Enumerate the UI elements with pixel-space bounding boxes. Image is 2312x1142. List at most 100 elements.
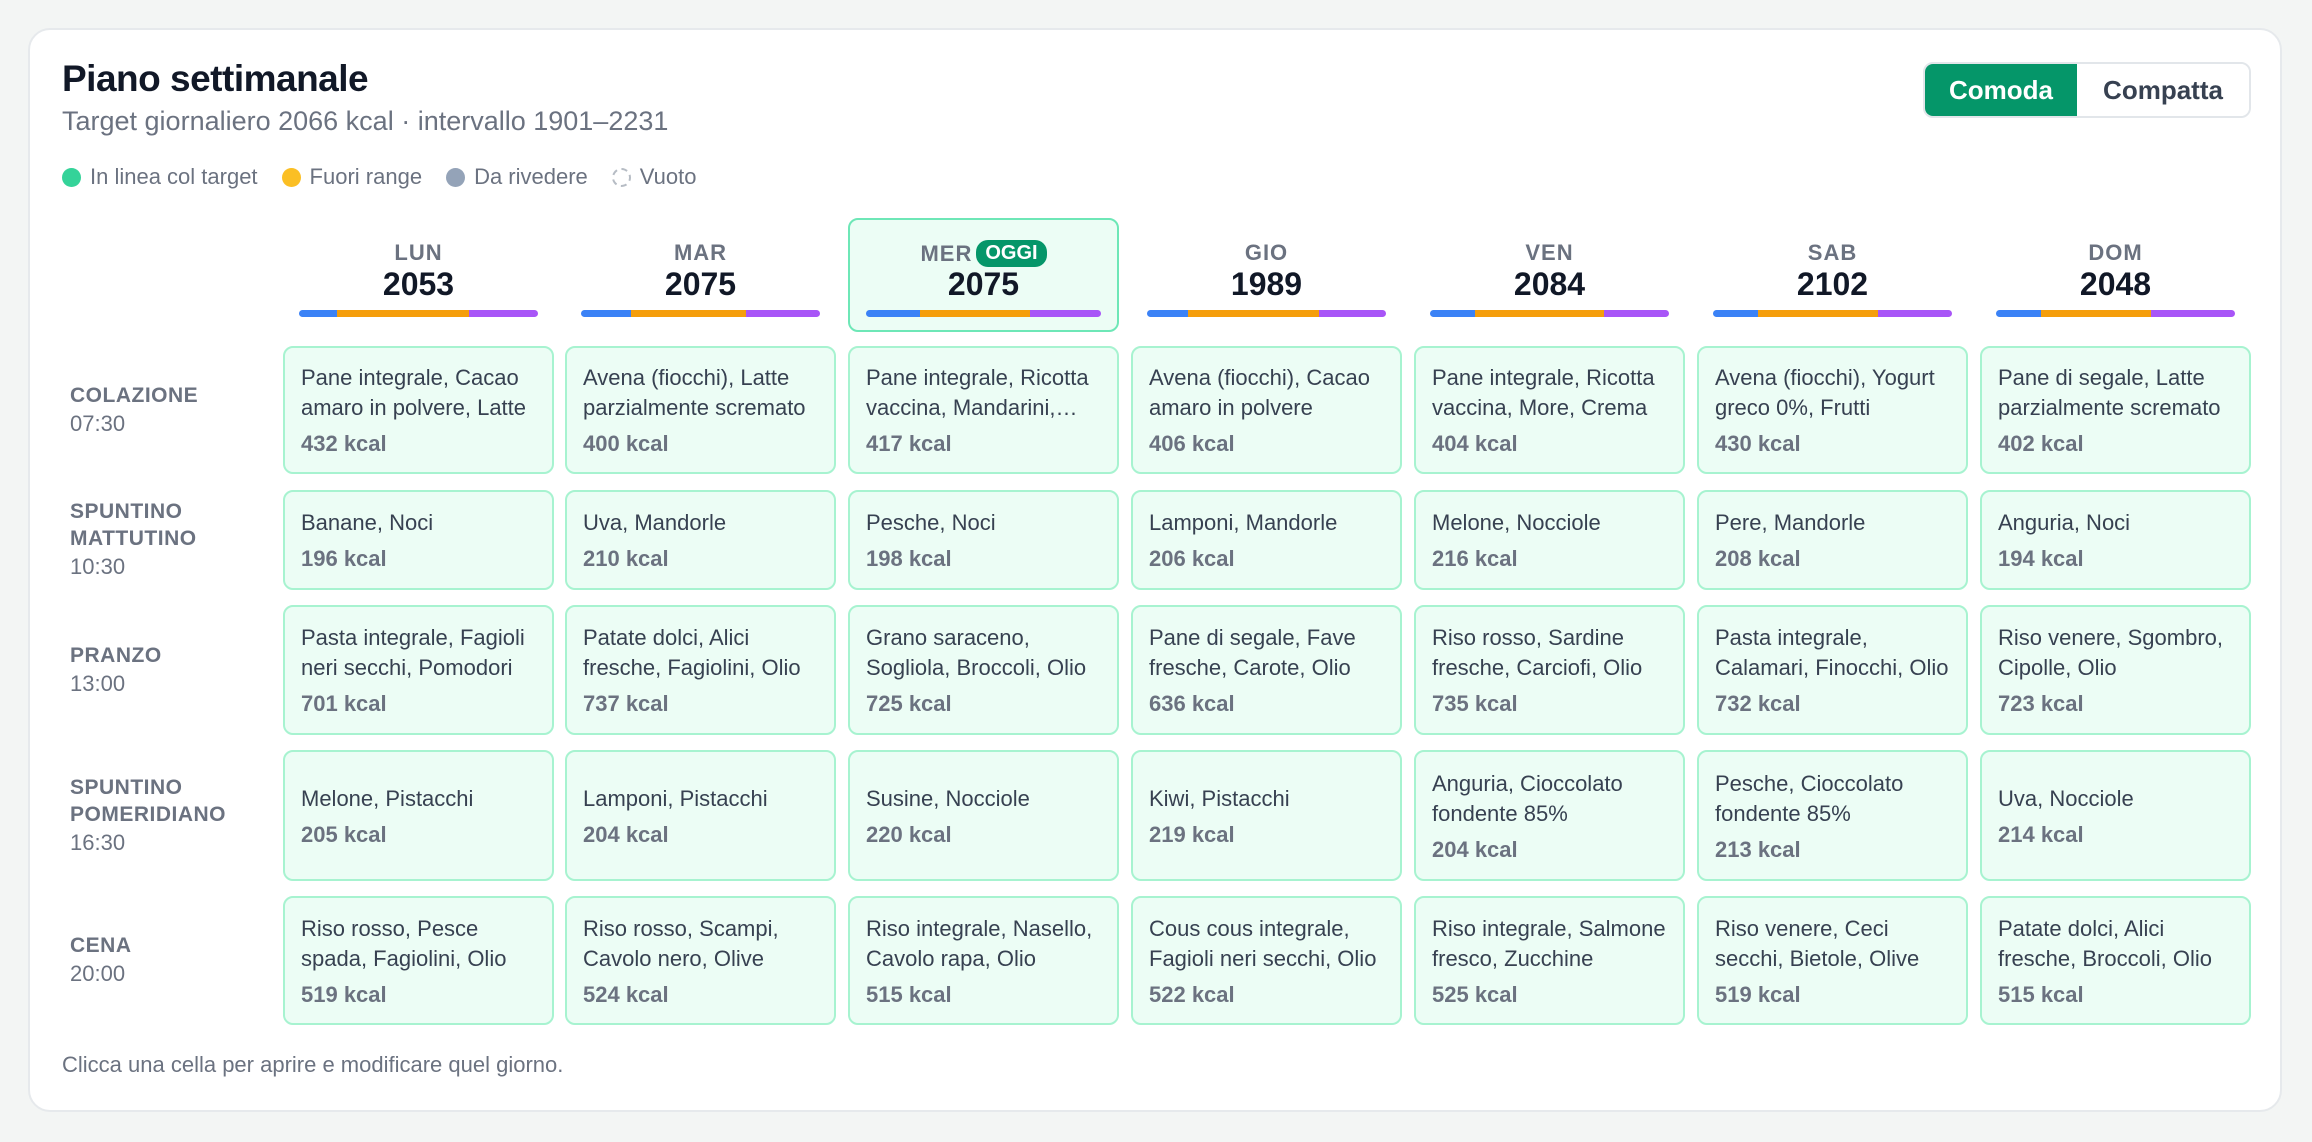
- macro-segment: [299, 310, 338, 317]
- macro-bar: [1430, 310, 1669, 317]
- day-total-kcal: 2053: [382, 266, 455, 302]
- macro-segment: [1713, 310, 1759, 317]
- meal-cell[interactable]: Pesche, Noci 198 kcal: [848, 490, 1119, 590]
- meal-cell[interactable]: Lamponi, Pistacchi 204 kcal: [565, 750, 836, 881]
- meal-cell[interactable]: Uva, Nocciole 214 kcal: [1980, 750, 2251, 881]
- meal-kcal: 214 kcal: [1998, 821, 2084, 847]
- day-header-dom[interactable]: DOM 2048: [1980, 220, 2251, 334]
- meal-cell[interactable]: Patate dolci, Alici fresche, Fagiolini, …: [565, 605, 836, 735]
- meal-kcal: 735 kcal: [1432, 691, 1518, 716]
- meal-cell[interactable]: Anguria, Noci 194 kcal: [1980, 490, 2251, 590]
- meal-cell[interactable]: Pane di segale, Latte parzialmente screm…: [1980, 346, 2251, 474]
- day-header-ven[interactable]: VEN 2084: [1414, 220, 1685, 334]
- meal-cell[interactable]: Riso rosso, Sardine fresche, Carciofi, O…: [1414, 605, 1685, 735]
- out-of-range-dot-icon: [281, 167, 301, 187]
- meal-foods: Susine, Nocciole: [866, 785, 1030, 811]
- meal-kcal: 725 kcal: [866, 691, 952, 716]
- day-name: DOM: [1980, 240, 2251, 266]
- legend-item-on-target: In linea col target: [62, 164, 258, 190]
- meal-foods: Pere, Mandorle: [1715, 510, 1866, 535]
- meal-kcal: 430 kcal: [1715, 431, 1801, 456]
- meal-kcal: 701 kcal: [301, 691, 387, 716]
- meal-cell[interactable]: Pane integrale, Cacao amaro in polvere, …: [283, 346, 554, 474]
- meal-cell[interactable]: Pasta integrale, Fagioli neri secchi, Po…: [283, 605, 554, 735]
- meal-cell[interactable]: Cous cous integrale, Fagioli neri secchi…: [1131, 896, 1402, 1025]
- meal-cell[interactable]: Banane, Noci 196 kcal: [283, 490, 554, 590]
- day-header-mer[interactable]: MER OGGI 2075: [848, 218, 1119, 332]
- meal-time: 20:00: [70, 961, 126, 986]
- meal-cell[interactable]: Avena (fiocchi), Yogurt greco 0%, Frutti…: [1697, 346, 1968, 474]
- day-header-sab[interactable]: SAB 2102: [1697, 220, 1968, 334]
- meal-cell[interactable]: Patate dolci, Alici fresche, Broccoli, O…: [1980, 896, 2251, 1025]
- to-review-dot-icon: [446, 167, 466, 187]
- meal-cell[interactable]: Riso rosso, Scampi, Cavolo nero, Olive 52…: [565, 896, 836, 1025]
- meal-kcal: 524 kcal: [583, 981, 669, 1007]
- macro-segment: [1319, 310, 1386, 317]
- meal-cell[interactable]: Riso venere, Ceci secchi, Bietole, Olive…: [1697, 896, 1968, 1025]
- macro-segment: [581, 310, 632, 317]
- meal-cell[interactable]: Lamponi, Mandorle 206 kcal: [1131, 490, 1402, 590]
- meal-cell[interactable]: Avena (fiocchi), Cacao amaro in polvere 4…: [1131, 346, 1402, 474]
- meal-foods: Melone, Nocciole: [1432, 510, 1601, 535]
- meal-time: 16:30: [70, 829, 126, 855]
- day-name-text: DOM: [2088, 240, 2143, 265]
- day-header-gio[interactable]: GIO 1989: [1131, 220, 1402, 334]
- macro-segment: [1996, 310, 2042, 317]
- meal-cell[interactable]: Pane di segale, Fave fresche, Carote, Ol…: [1131, 605, 1402, 735]
- meal-time: 07:30: [70, 410, 126, 436]
- day-name-text: VEN: [1525, 240, 1574, 265]
- meal-cell[interactable]: Kiwi, Pistacchi 219 kcal: [1131, 750, 1402, 881]
- meal-cell[interactable]: Anguria, Cioccolato fondente 85% 204 kcal: [1414, 750, 1685, 881]
- meal-kcal: 219 kcal: [1149, 821, 1235, 847]
- day-name: SAB: [1697, 240, 1968, 266]
- legend-label: In linea col target: [90, 164, 258, 189]
- day-name: GIO: [1131, 240, 1402, 266]
- meal-cell[interactable]: Melone, Nocciole 216 kcal: [1414, 490, 1685, 590]
- meal-kcal: 732 kcal: [1715, 691, 1801, 716]
- meal-cell[interactable]: Pasta integrale, Calamari, Finocchi, Oli…: [1697, 605, 1968, 735]
- meal-kcal: 522 kcal: [1149, 981, 1235, 1007]
- meal-cell[interactable]: Riso integrale, Salmone fresco, Zucchine…: [1414, 896, 1685, 1025]
- day-name-text: LUN: [394, 240, 443, 265]
- day-name: VEN: [1414, 240, 1685, 266]
- meal-cell[interactable]: Avena (fiocchi), Latte parzialmente scre…: [565, 346, 836, 474]
- page-title: Piano settimanale: [62, 58, 369, 99]
- day-header-mar[interactable]: MAR 2075: [565, 220, 836, 334]
- meal-kcal: 194 kcal: [1998, 546, 2084, 571]
- meal-kcal: 205 kcal: [301, 821, 387, 847]
- meal-cell[interactable]: Pane integrale, Ricotta vaccina, Mandari…: [848, 346, 1119, 474]
- meal-cell[interactable]: Uva, Mandorle 210 kcal: [565, 490, 836, 590]
- meal-foods: Pane di segale, Latte parzialmente screm…: [1998, 365, 2221, 420]
- compatta-button[interactable]: Compatta: [2077, 64, 2249, 116]
- meal-kcal: 417 kcal: [866, 431, 952, 456]
- day-header-lun[interactable]: LUN 2053: [283, 220, 554, 334]
- meal-foods: Pane di segale, Fave fresche, Carote, Ol…: [1149, 625, 1356, 680]
- macro-bar: [581, 310, 820, 317]
- meal-foods: Banane, Noci: [301, 510, 434, 535]
- meal-name: POMERIDIANO: [70, 802, 227, 826]
- meal-cell[interactable]: Pesche, Cioccolato fondente 85% 213 kcal: [1697, 750, 1968, 881]
- meal-cell[interactable]: Pane integrale, Ricotta vaccina, More, C…: [1414, 346, 1685, 474]
- comoda-button[interactable]: Comoda: [1925, 64, 2077, 116]
- meal-cell[interactable]: Riso venere, Sgombro, Cipolle, Olio 723 k…: [1980, 605, 2251, 735]
- meal-row-label: CENA 20:00: [70, 932, 270, 989]
- meal-foods: Kiwi, Pistacchi: [1149, 785, 1290, 811]
- day-name-text: MER: [920, 241, 973, 266]
- macro-segment: [1758, 310, 1878, 317]
- meal-cell[interactable]: Pere, Mandorle 208 kcal: [1697, 490, 1968, 590]
- meal-foods: Patate dolci, Alici fresche, Broccoli, O…: [1998, 915, 2212, 971]
- meal-kcal: 206 kcal: [1149, 546, 1235, 571]
- meal-kcal: 519 kcal: [1715, 981, 1801, 1007]
- day-name: MAR: [565, 240, 836, 266]
- meal-cell[interactable]: Riso integrale, Nasello, Cavolo rapa, Ol…: [848, 896, 1119, 1025]
- meal-foods: Riso rosso, Pesce spada, Fagiolini, Olio: [301, 915, 507, 971]
- meal-cell[interactable]: Melone, Pistacchi 205 kcal: [283, 750, 554, 881]
- meal-cell[interactable]: Grano saraceno, Sogliola, Broccoli, Olio…: [848, 605, 1119, 735]
- macro-segment: [1877, 310, 1952, 317]
- meal-cell[interactable]: Susine, Nocciole 220 kcal: [848, 750, 1119, 881]
- meal-cell[interactable]: Riso rosso, Pesce spada, Fagiolini, Olio…: [283, 896, 554, 1025]
- meal-foods: Riso rosso, Scampi, Cavolo nero, Olive: [583, 915, 779, 971]
- meal-foods: Riso integrale, Nasello, Cavolo rapa, Ol…: [866, 915, 1093, 971]
- meal-foods: Pane integrale, Cacao amaro in polvere, …: [301, 365, 527, 420]
- view-toggle: Comoda Compatta: [1923, 62, 2251, 118]
